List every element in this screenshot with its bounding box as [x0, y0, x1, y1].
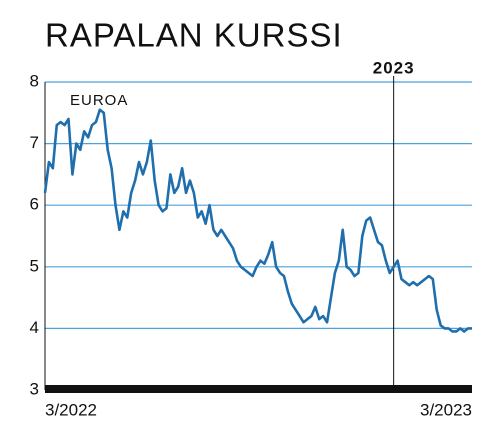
- chart-title: RAPALAN KURSSI: [45, 17, 343, 54]
- y-unit-label: EUROA: [70, 92, 128, 109]
- y-tick-label: 7: [30, 133, 39, 152]
- year-label: 2023: [373, 58, 415, 77]
- y-tick-label: 3: [30, 379, 39, 398]
- y-tick-label: 6: [30, 195, 39, 214]
- y-tick-label: 8: [30, 71, 39, 90]
- x-tick-label: 3/2023: [420, 400, 472, 419]
- y-tick-label: 5: [30, 256, 39, 275]
- x-tick-label: 3/2022: [45, 400, 97, 419]
- x-axis-bar: [45, 385, 472, 393]
- price-line: [43, 108, 472, 333]
- y-tick-label: 4: [30, 318, 39, 337]
